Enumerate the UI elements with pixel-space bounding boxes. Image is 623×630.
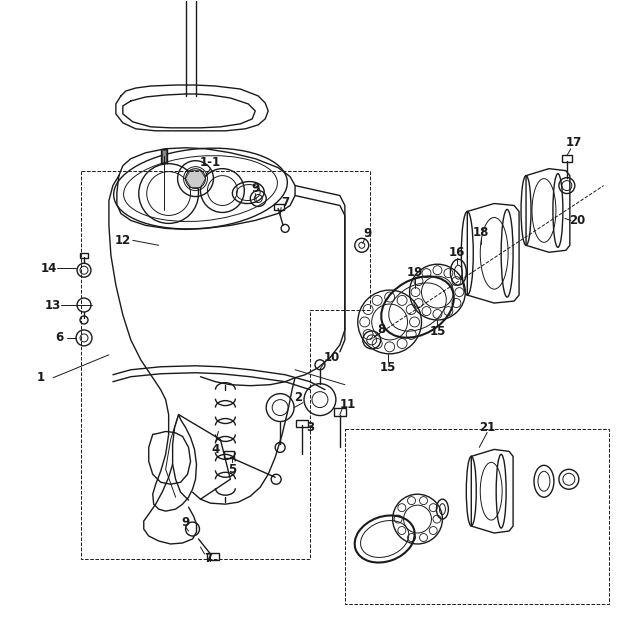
- Bar: [207, 553, 219, 560]
- Text: 7: 7: [204, 553, 212, 565]
- Text: 18: 18: [473, 226, 490, 239]
- Bar: [562, 155, 572, 162]
- Text: 9: 9: [364, 227, 372, 240]
- Text: 6: 6: [55, 331, 64, 345]
- Text: 8: 8: [378, 323, 386, 336]
- Bar: [80, 253, 88, 258]
- Text: 20: 20: [569, 214, 585, 227]
- Text: 5: 5: [228, 463, 237, 476]
- Text: 14: 14: [41, 261, 57, 275]
- Bar: [162, 150, 166, 162]
- Text: 21: 21: [479, 421, 495, 434]
- Bar: [224, 451, 234, 459]
- Bar: [274, 205, 284, 210]
- Text: 9: 9: [251, 182, 259, 195]
- Text: 2: 2: [294, 391, 302, 404]
- Bar: [345, 430, 609, 604]
- Text: 1: 1: [37, 371, 45, 384]
- Text: 13: 13: [45, 299, 61, 312]
- Bar: [334, 408, 346, 416]
- Circle shape: [186, 169, 206, 188]
- Text: 17: 17: [566, 136, 582, 149]
- Text: 19: 19: [406, 266, 423, 278]
- Bar: [161, 149, 166, 163]
- Text: 16: 16: [449, 246, 465, 259]
- Bar: [296, 420, 308, 427]
- Text: 1-1: 1-1: [200, 156, 221, 169]
- Text: 9: 9: [181, 515, 189, 529]
- Text: 7: 7: [281, 196, 289, 209]
- Text: 11: 11: [340, 398, 356, 411]
- Text: 10: 10: [324, 352, 340, 364]
- Text: 4: 4: [211, 443, 219, 456]
- Text: 3: 3: [306, 421, 314, 434]
- Text: 15: 15: [429, 326, 445, 338]
- Text: 15: 15: [379, 361, 396, 374]
- Text: 12: 12: [115, 234, 131, 247]
